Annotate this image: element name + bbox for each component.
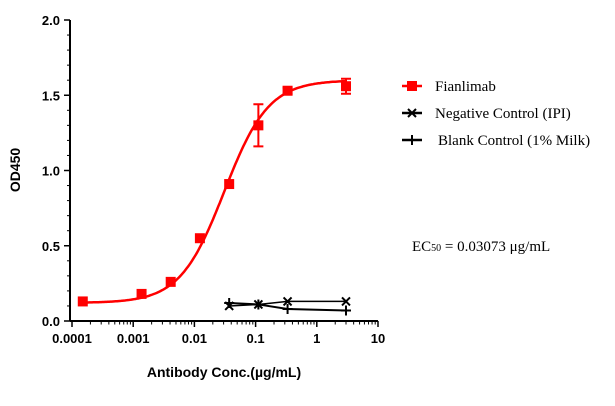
- data-point-plus: [224, 297, 235, 308]
- legend-marker-2: [407, 135, 417, 145]
- data-point-square: [194, 233, 205, 244]
- y-tick-label: 1.0: [42, 164, 60, 179]
- data-point-plus: [282, 303, 293, 314]
- x-tick-label: 1: [313, 331, 320, 346]
- legend-marker-1: [407, 108, 417, 118]
- fianlimab-fit-curve: [82, 79, 347, 304]
- legend-label-1: Negative Control (IPI): [435, 106, 571, 122]
- series-line-2: [229, 301, 347, 312]
- y-tick-label: 0.5: [42, 239, 60, 254]
- data-point-square: [224, 179, 235, 190]
- data-point-square: [282, 85, 293, 96]
- data-point-plus: [341, 305, 351, 316]
- x-tick-label: 0.01: [182, 331, 207, 346]
- series-line-1: [229, 300, 346, 307]
- x-tick-label: 0.1: [247, 331, 265, 346]
- data-point-square: [77, 296, 88, 307]
- data-point-square: [253, 120, 264, 131]
- data-point-x: [282, 296, 293, 307]
- legend-marker-0: [407, 81, 417, 91]
- data-point-x: [341, 296, 351, 307]
- x-tick-label: 0.001: [117, 331, 150, 346]
- y-axis-label: OD450: [7, 148, 23, 193]
- legend-label-0: Fianlimab: [435, 79, 496, 95]
- data-point-square: [165, 276, 176, 287]
- data-point-plus: [253, 299, 264, 310]
- y-tick-label: 1.5: [42, 88, 60, 103]
- data-point-square: [136, 288, 147, 299]
- legend-label-2: Blank Control (1% Milk): [438, 133, 590, 149]
- x-tick-label: 10: [371, 331, 385, 346]
- x-axis-label: Antibody Conc.(µg/mL): [147, 364, 301, 380]
- data-point-square: [340, 81, 351, 92]
- y-tick-label: 2.0: [42, 13, 60, 28]
- x-tick-label: 0.0001: [52, 331, 92, 346]
- ec50-annotation: EC50 = 0.03073 μg/mL: [412, 239, 550, 255]
- y-tick-label: 0.0: [42, 314, 60, 329]
